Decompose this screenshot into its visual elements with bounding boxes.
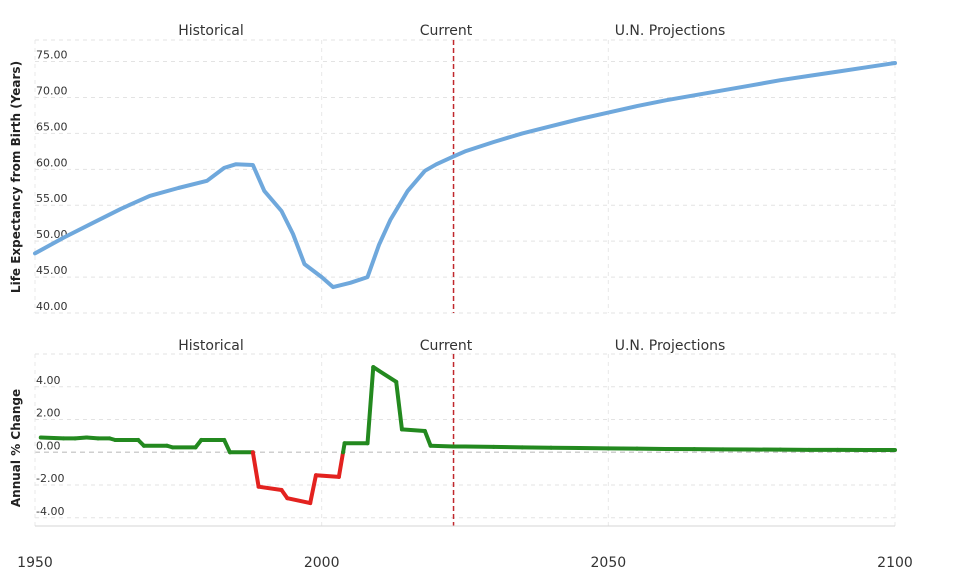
annual-change-positive-segment — [399, 427, 427, 433]
annual-change-negative-segment — [313, 473, 341, 479]
annual-change-region-label: Historical — [178, 338, 244, 354]
annual-change-y-ticks: -4.00 -2.00 0.00 2.00 4.00 — [36, 374, 64, 518]
life-expectancy-y-tick-label: 75.00 — [36, 49, 68, 62]
annual-change-region-label: U.N. Projections — [615, 338, 726, 354]
life-expectancy-y-tick-label: 70.00 — [36, 84, 68, 97]
annual-change-y-tick-label: -2.00 — [36, 472, 64, 485]
annual-change-negative-segment — [308, 473, 318, 506]
annual-change-gridlines — [34, 353, 896, 526]
annual-change-positive-segment — [365, 365, 376, 446]
annual-change-positive-segment — [371, 365, 399, 384]
life-expectancy-region-labels: Historical Current U.N. Projections — [178, 23, 725, 39]
life-expectancy-panel: 40.0045.0050.0055.0060.0065.0070.0075.00… — [9, 23, 897, 314]
annual-change-y-tick-label: 2.00 — [36, 407, 61, 420]
life-expectancy-region-label: U.N. Projections — [615, 23, 726, 39]
x-tick-label: 1950 — [17, 555, 53, 571]
annual-change-y-axis-label: Annual % Change — [9, 389, 23, 507]
x-tick-label: 2050 — [591, 555, 627, 571]
x-tick-label: 2000 — [304, 555, 340, 571]
annual-change-positive-segment — [38, 435, 66, 441]
annual-change-y-tick-label: 0.00 — [36, 439, 61, 452]
x-axis: 1950 2000 2050 2100 — [17, 525, 913, 571]
life-expectancy-y-tick-label: 40.00 — [36, 300, 68, 313]
life-expectancy-y-tick-label: 45.00 — [36, 264, 68, 277]
life-expectancy-y-tick-label: 65.00 — [36, 120, 68, 133]
annual-change-y-tick-label: -4.00 — [36, 505, 64, 518]
annual-change-region-labels: Historical Current U.N. Projections — [178, 338, 725, 354]
annual-change-negative-segment — [250, 450, 261, 489]
annual-change-positive-segment — [422, 428, 433, 448]
life-expectancy-gridlines — [34, 39, 896, 314]
annual-change-panel: -4.00 -2.00 0.00 2.00 4.00 Historical Current… — [9, 338, 897, 526]
annual-change-positive-segment — [394, 379, 404, 432]
life-expectancy-line — [33, 61, 897, 290]
life-expectancy-y-axis-label: Life Expectancy from Birth (Years) — [9, 61, 23, 293]
annual-change-negative-segment — [256, 484, 284, 492]
life-expectancy-region-label: Current — [420, 23, 473, 39]
life-expectancy-region-label: Historical — [178, 23, 244, 39]
life-expectancy-y-tick-label: 60.00 — [36, 156, 68, 169]
x-tick-label: 2100 — [877, 555, 913, 571]
annual-change-y-tick-label: 4.00 — [36, 374, 61, 387]
life-expectancy-y-tick-label: 55.00 — [36, 192, 68, 205]
annual-change-positive-segment — [428, 443, 456, 449]
annual-change-negative-segment — [285, 496, 313, 506]
annual-change-positive-segment — [222, 438, 232, 455]
annual-change-region-label: Current — [420, 338, 473, 354]
annual-change-series — [38, 365, 897, 506]
life-expectancy-series — [33, 61, 897, 290]
annual-change-negative-segment — [336, 450, 346, 479]
